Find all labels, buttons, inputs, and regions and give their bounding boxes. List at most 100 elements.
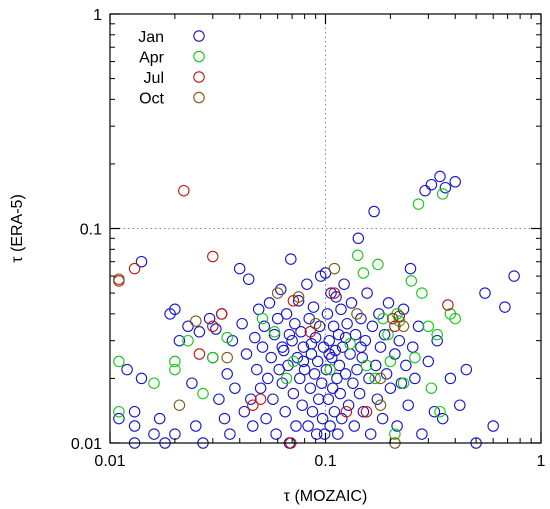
data-point [332,328,345,341]
data-point [292,295,305,307]
data-point [271,287,284,299]
data-point [326,351,338,364]
legend-marker [193,91,205,104]
data-point [406,341,419,353]
data-point [247,399,259,411]
data-point [218,412,231,425]
x-axis-title: τ (MOZAIC) [284,488,368,505]
data-point [290,420,302,432]
data-point [416,287,428,299]
data-point [341,317,353,330]
data-point [393,334,406,347]
data-point [380,368,393,380]
data-point [345,297,358,309]
data-point [340,405,353,418]
data-point [382,328,394,341]
data-point [271,312,284,325]
data-point [342,399,355,411]
data-point [347,377,359,389]
data-point [262,372,274,385]
data-point [327,320,340,333]
data-point [434,405,446,418]
data-point [321,308,334,320]
data-point [460,363,473,376]
data-point [312,393,325,405]
data-point [207,320,219,333]
data-point [357,405,370,418]
axis-ticks: 0.01 0.1 1 0.01 0.1 1 [71,7,546,470]
data-point [369,372,381,385]
data-point [287,355,300,368]
data-point [256,341,269,353]
data-point [268,328,281,341]
legend-background [116,20,218,106]
data-point [213,393,225,405]
data-point [369,359,382,372]
legend-marker [193,30,205,42]
data-point [128,262,141,275]
data-point [416,428,428,440]
data-point [263,297,276,309]
data-point [207,250,219,263]
data-point [323,334,335,347]
data-point [391,420,403,432]
data-point [355,341,367,353]
data-point [344,338,356,350]
data-point [439,181,452,194]
data-point [182,334,194,347]
data-point [315,377,328,389]
data-point [409,351,421,364]
data-point [229,382,241,394]
data-point [359,334,372,347]
x-tick-label: 1 [537,453,546,470]
data-point [221,368,233,380]
data-point [332,428,344,440]
data-point [207,351,219,364]
data-point [169,363,181,376]
data-point [409,372,421,385]
data-point [384,355,397,368]
data-point [113,355,125,368]
data-point [310,428,323,440]
data-point [224,428,236,440]
legend-label: Apr [139,50,165,67]
data-point [436,188,449,200]
data-point [153,412,166,425]
data-point [298,363,311,376]
data-point [203,312,216,325]
data-point [292,291,305,303]
data-point [449,312,461,325]
legend-marker [193,50,205,63]
data-point [251,363,263,376]
legend-label: Jan [138,29,164,46]
data-point [304,382,317,394]
data-point [210,323,222,335]
data-point [372,258,384,271]
data-point [295,326,307,338]
y-tick-label: 0.01 [71,436,102,453]
data-point [348,420,361,432]
data-point [245,393,257,405]
data-point [324,363,336,376]
data-point [135,372,148,385]
data-point [215,308,228,320]
legend-label: Jul [144,70,164,87]
data-point [182,320,194,333]
data-point [258,320,271,333]
data-point [428,405,441,418]
data-point [366,320,379,333]
data-point [431,334,443,347]
legend-marker [193,71,205,83]
data-point [374,399,387,411]
data-point [306,405,319,418]
data-point [240,348,253,360]
data-point [389,348,401,360]
data-point [128,405,141,418]
data-point [371,393,384,405]
data-point [431,328,443,341]
data-point [323,348,335,360]
data-point [113,273,125,285]
data-point [361,287,373,299]
data-point [405,275,418,287]
data-point [279,405,291,418]
